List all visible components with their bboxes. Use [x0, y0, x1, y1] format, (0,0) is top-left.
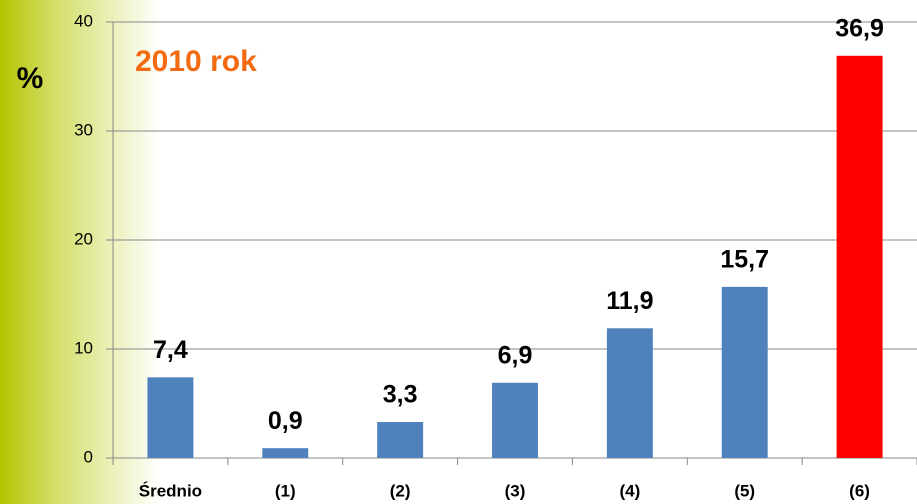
value-label: 6,9 — [498, 341, 533, 369]
x-tick-label: (2) — [390, 481, 411, 500]
value-label: 7,4 — [153, 336, 188, 364]
x-tick-label: (3) — [505, 481, 526, 500]
y-tick-label: 30 — [74, 120, 93, 139]
bar — [492, 382, 538, 458]
bar — [721, 286, 768, 458]
value-label: 3,3 — [383, 381, 418, 409]
value-label: 15,7 — [720, 245, 769, 273]
y-tick-label: 0 — [84, 447, 93, 466]
y-tick-label: 10 — [74, 338, 93, 357]
value-label: 36,9 — [835, 14, 884, 42]
value-label: 0,9 — [268, 407, 303, 435]
bar — [606, 328, 653, 458]
x-tick-label: (5) — [734, 481, 755, 500]
annotation: 2010 rok — [135, 45, 257, 78]
x-tick-label: (1) — [275, 481, 296, 500]
side-gradient — [0, 0, 160, 504]
bar — [377, 422, 424, 458]
x-tick-label: (4) — [619, 481, 640, 500]
y-tick-label: 20 — [74, 229, 93, 248]
value-label: 11,9 — [606, 287, 653, 315]
bar — [262, 448, 309, 458]
bar — [147, 377, 194, 458]
y-tick-label: 40 — [74, 11, 93, 30]
x-tick-label: Średnio — [139, 481, 202, 500]
bar — [836, 55, 883, 458]
x-tick-label: (6) — [849, 481, 870, 500]
y-axis-label: % — [17, 62, 44, 95]
